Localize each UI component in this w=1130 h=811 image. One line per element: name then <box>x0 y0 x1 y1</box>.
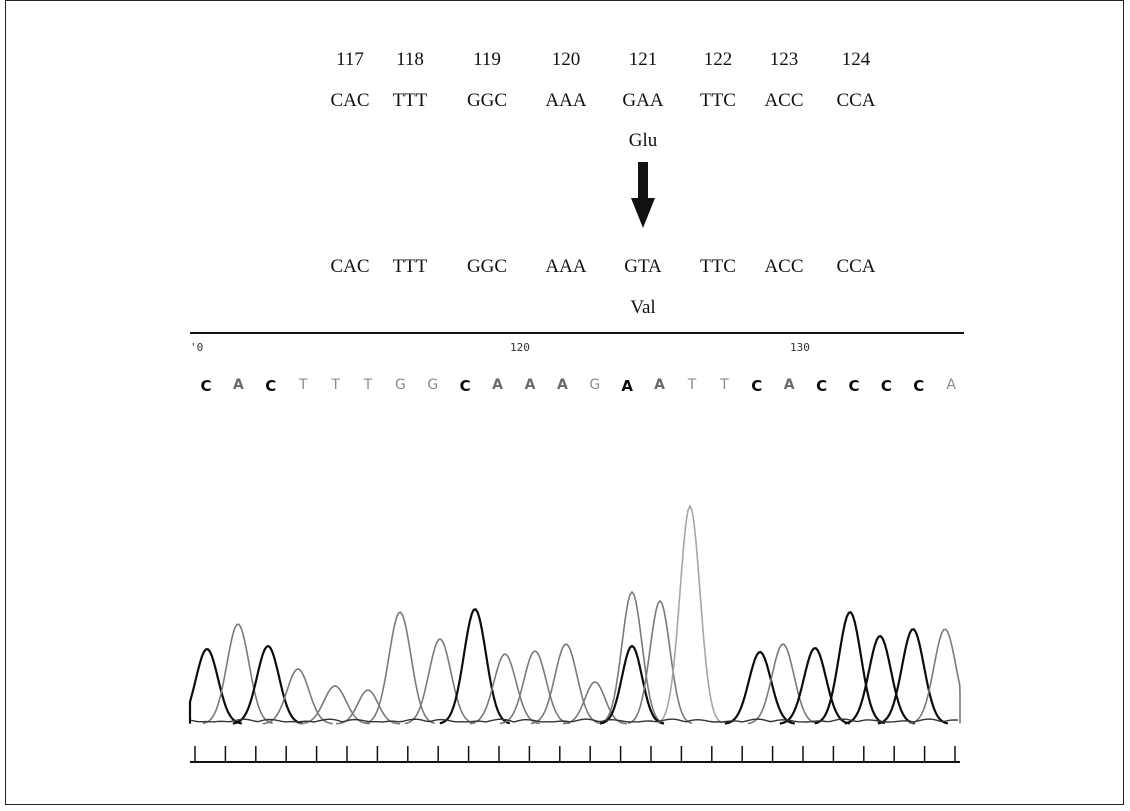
codon-position: 124 <box>841 49 871 70</box>
base-call: G <box>427 377 439 393</box>
codon-position: 117 <box>336 49 364 70</box>
base-call: C <box>265 377 277 395</box>
codon-position: 123 <box>769 49 799 70</box>
mutant-codon: GGC <box>466 256 508 277</box>
base-call: A <box>621 377 633 395</box>
wildtype-codon: CAC <box>330 90 370 111</box>
base-call: A <box>556 377 568 393</box>
mutant-codon: GTA <box>624 256 662 277</box>
base-call: A <box>783 377 795 393</box>
trace-peak <box>364 611 435 725</box>
trace-peak <box>657 504 723 724</box>
mutation-arrow-icon <box>631 162 655 228</box>
base-call: C <box>751 377 763 395</box>
trace-peak <box>599 590 665 724</box>
position-label: '0 <box>190 341 204 354</box>
base-call: C <box>459 377 471 395</box>
wildtype-codon: GAA <box>622 90 664 111</box>
trace-peak <box>188 648 243 725</box>
divider-line <box>190 332 964 334</box>
base-call: C <box>816 377 828 395</box>
mutant-amino-acid: Val <box>630 297 656 318</box>
base-call: T <box>298 377 308 393</box>
trace-peak <box>747 643 818 725</box>
trace-peak <box>562 681 628 725</box>
trace-peak <box>877 628 949 725</box>
base-call: C <box>913 377 925 395</box>
base-call: A <box>524 377 536 393</box>
trace-peak <box>335 689 401 725</box>
base-call: C <box>880 377 892 395</box>
trace-peak <box>202 623 273 725</box>
base-call: C <box>848 377 860 395</box>
trace-peak <box>439 608 511 725</box>
trace-peak <box>469 653 540 725</box>
base-call: C <box>200 377 212 395</box>
codon-position: 121 <box>628 49 658 70</box>
mutant-codon: ACC <box>764 256 804 277</box>
wildtype-amino-acid: Glu <box>628 130 658 151</box>
trace-peak <box>262 668 333 725</box>
trace-peak <box>814 611 886 725</box>
base-call: A <box>946 377 956 393</box>
wildtype-codon: AAA <box>545 90 587 111</box>
mutant-codon: TTT <box>392 256 428 277</box>
figure-frame <box>5 0 1124 805</box>
base-call: T <box>687 377 697 393</box>
base-call: G <box>394 377 406 393</box>
wildtype-codon: CCA <box>836 90 876 111</box>
wildtype-codon: ACC <box>764 90 804 111</box>
trace-peak <box>909 628 961 725</box>
mutant-codon: TTC <box>700 256 736 277</box>
position-label: 120 <box>510 341 530 354</box>
mutant-codon: AAA <box>545 256 587 277</box>
codon-position: 119 <box>473 49 501 70</box>
position-label: 130 <box>790 341 810 354</box>
trace-peak <box>499 650 570 725</box>
trace-peak <box>844 635 916 725</box>
trace-peak <box>627 599 693 725</box>
wildtype-codon: TTT <box>392 90 428 111</box>
trace-peak <box>530 643 601 725</box>
codon-position: 122 <box>703 49 733 70</box>
trace-baseline <box>189 718 959 723</box>
trace-peak <box>724 651 795 725</box>
base-call: A <box>654 377 666 393</box>
mutant-codon: CCA <box>836 256 876 277</box>
base-call: T <box>363 377 373 393</box>
base-call: T <box>720 377 729 393</box>
trace-peak <box>779 647 851 725</box>
base-call: G <box>589 377 601 393</box>
codon-position: 120 <box>551 49 581 70</box>
trace-peak <box>299 685 370 725</box>
wildtype-codon: TTC <box>700 90 736 111</box>
codon-position: 118 <box>396 49 424 70</box>
wildtype-codon: GGC <box>466 90 508 111</box>
mutant-codon: CAC <box>330 256 370 277</box>
base-call: A <box>492 377 504 393</box>
trace-peak <box>232 645 304 725</box>
trace-peak <box>599 644 665 725</box>
trace-peak <box>404 638 475 725</box>
base-call: T <box>331 377 340 393</box>
base-call: A <box>232 377 244 393</box>
